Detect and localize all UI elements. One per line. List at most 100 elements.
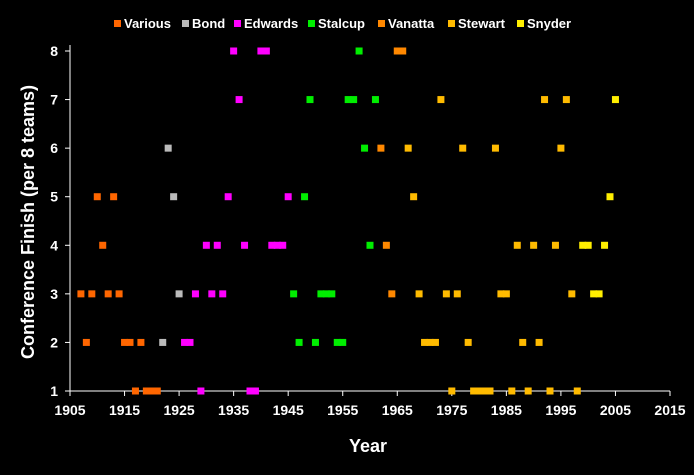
data-point-stewart xyxy=(410,193,418,201)
legend-swatch xyxy=(308,20,315,27)
legend-swatch xyxy=(378,20,385,27)
data-point-stalcup xyxy=(350,96,358,104)
data-point-various xyxy=(131,387,139,395)
data-point-edwards xyxy=(241,241,249,249)
data-point-stewart xyxy=(502,290,510,298)
data-point-stewart xyxy=(513,241,521,249)
data-point-stewart xyxy=(519,338,527,346)
data-point-edwards xyxy=(197,387,205,395)
x-tick-label: 1945 xyxy=(273,402,304,418)
legend-item-stewart: Stewart xyxy=(448,16,506,31)
data-point-various xyxy=(142,387,150,395)
data-point-edwards xyxy=(279,241,287,249)
data-point-stewart xyxy=(431,338,439,346)
x-tick-label: 1975 xyxy=(436,402,467,418)
data-point-stewart xyxy=(535,338,543,346)
y-tick-label: 2 xyxy=(50,334,58,350)
data-point-stewart xyxy=(524,387,532,395)
x-tick-label: 1915 xyxy=(109,402,140,418)
legend-label: Snyder xyxy=(527,16,571,31)
data-point-various xyxy=(153,387,161,395)
data-point-vanatta xyxy=(399,47,407,55)
legend: Various Bond Edwards Stalcup Vanatta Stewart S… xyxy=(114,16,571,31)
axes xyxy=(65,45,671,396)
data-point-stalcup xyxy=(290,290,298,298)
data-point-snyder xyxy=(595,290,603,298)
y-tick-label: 4 xyxy=(50,237,58,253)
data-point-stewart xyxy=(530,241,538,249)
data-point-edwards xyxy=(284,193,292,201)
data-point-vanatta xyxy=(393,47,401,55)
data-point-stalcup xyxy=(328,290,336,298)
data-point-snyder xyxy=(606,193,614,201)
legend-swatch xyxy=(182,20,189,27)
data-point-bond xyxy=(175,290,183,298)
data-point-stewart xyxy=(464,338,472,346)
data-point-various xyxy=(99,241,107,249)
legend-label: Bond xyxy=(192,16,225,31)
x-tick-labels: 1905 1915 1925 1935 1945 1955 1965 1975 1985 1995… xyxy=(54,402,685,418)
data-point-stewart xyxy=(442,290,450,298)
legend-label: Stalcup xyxy=(318,16,365,31)
data-point-stalcup xyxy=(311,338,319,346)
x-tick-label: 1935 xyxy=(218,402,249,418)
data-point-bond xyxy=(170,193,178,201)
data-point-stalcup xyxy=(322,290,330,298)
y-tick-label: 8 xyxy=(50,43,58,59)
data-point-various xyxy=(82,338,90,346)
legend-item-edwards: Edwards xyxy=(234,16,298,31)
x-tick-label: 1905 xyxy=(54,402,85,418)
x-tick-label: 2015 xyxy=(654,402,685,418)
data-point-snyder xyxy=(590,290,598,298)
data-point-stewart xyxy=(497,290,505,298)
data-point-various xyxy=(77,290,85,298)
data-point-stewart xyxy=(421,338,429,346)
data-point-stewart xyxy=(415,290,423,298)
data-point-various xyxy=(104,290,112,298)
data-point-stewart xyxy=(481,387,489,395)
data-point-various xyxy=(115,290,123,298)
data-point-edwards xyxy=(181,338,189,346)
data-point-edwards xyxy=(257,47,265,55)
legend-item-various: Various xyxy=(114,16,171,31)
data-points xyxy=(77,47,619,395)
data-point-various xyxy=(93,193,101,201)
data-point-edwards xyxy=(246,387,254,395)
data-point-various xyxy=(121,338,129,346)
data-point-stalcup xyxy=(366,241,374,249)
data-point-bond xyxy=(164,144,172,152)
y-tick-label: 6 xyxy=(50,140,58,156)
data-point-stewart xyxy=(491,144,499,152)
data-point-stewart xyxy=(453,290,461,298)
legend-item-vanatta: Vanatta xyxy=(378,16,435,31)
y-tick-label: 5 xyxy=(50,189,58,205)
data-point-bond xyxy=(159,338,167,346)
x-tick-label: 1965 xyxy=(382,402,413,418)
y-tick-labels: 1 2 3 4 5 6 7 8 xyxy=(50,43,58,399)
legend-label: Various xyxy=(124,16,171,31)
data-point-stewart xyxy=(459,144,467,152)
data-point-edwards xyxy=(262,47,270,55)
data-point-edwards xyxy=(230,47,238,55)
data-point-snyder xyxy=(584,241,592,249)
data-point-stalcup xyxy=(339,338,347,346)
x-tick-label: 1955 xyxy=(327,402,358,418)
data-point-edwards xyxy=(251,387,259,395)
y-tick-label: 7 xyxy=(50,92,58,108)
data-point-snyder xyxy=(579,241,587,249)
data-point-stewart xyxy=(551,241,559,249)
legend-item-snyder: Snyder xyxy=(517,16,571,31)
data-point-edwards xyxy=(273,241,281,249)
data-point-stewart xyxy=(573,387,581,395)
x-tick-label: 1925 xyxy=(164,402,195,418)
data-point-stewart xyxy=(426,338,434,346)
data-point-various xyxy=(137,338,145,346)
data-point-stewart xyxy=(557,144,565,152)
data-point-edwards xyxy=(208,290,216,298)
data-point-stalcup xyxy=(317,290,325,298)
legend-swatch xyxy=(234,20,241,27)
y-tick-label: 3 xyxy=(50,286,58,302)
data-point-edwards xyxy=(186,338,194,346)
data-point-vanatta xyxy=(388,290,396,298)
